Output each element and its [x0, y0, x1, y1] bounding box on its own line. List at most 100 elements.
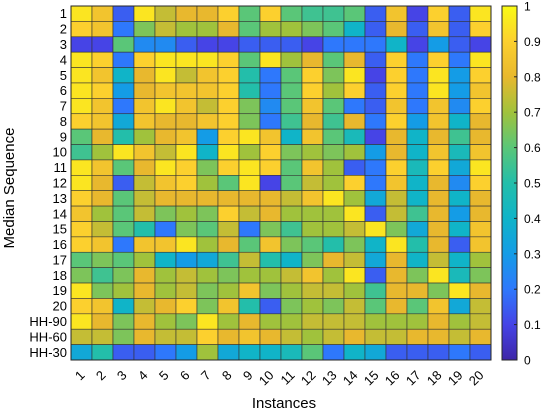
heatmap-cell: [469, 282, 492, 299]
x-tick-label: 13: [319, 368, 340, 389]
heatmap-cell: [91, 221, 114, 238]
y-tick-label: 18: [53, 268, 67, 283]
heatmap-cell: [469, 221, 492, 238]
heatmap-cell: [469, 21, 492, 38]
heatmap-cell: [448, 344, 471, 361]
heatmap-cell: [112, 175, 135, 191]
heatmap-cell: [280, 282, 303, 299]
y-tick-label: 9: [60, 129, 67, 144]
heatmap-cell: [364, 144, 387, 161]
heatmap-cell: [406, 344, 429, 361]
heatmap-cell: [112, 36, 135, 53]
heatmap-cell: [112, 282, 135, 299]
heatmap-cell: [385, 175, 408, 191]
heatmap-cell: [259, 221, 282, 238]
heatmap-cell: [196, 236, 219, 253]
heatmap-cell: [280, 36, 303, 53]
y-tick-label: 6: [60, 83, 67, 98]
heatmap-cell: [91, 267, 114, 284]
heatmap-cell: [133, 159, 156, 176]
heatmap-cell: [196, 190, 219, 207]
y-tick-label: 5: [60, 68, 67, 83]
heatmap-cell: [364, 298, 387, 315]
heatmap-cell: [385, 190, 408, 207]
heatmap-cell: [280, 205, 303, 222]
heatmap-cell: [343, 344, 366, 361]
heatmap-cell: [322, 113, 345, 130]
heatmap-cell: [448, 21, 471, 38]
heatmap-cell: [364, 21, 387, 38]
heatmap-cell: [469, 175, 492, 191]
heatmap-cell: [154, 205, 177, 222]
heatmap-cell: [322, 205, 345, 222]
heatmap-cell: [112, 98, 135, 115]
heatmap-cell: [280, 113, 303, 130]
heatmap-cell: [259, 236, 282, 253]
heatmap-cell: [70, 328, 93, 345]
y-tick-label: 3: [60, 37, 67, 52]
heatmap-cell: [70, 175, 93, 191]
heatmap-cell: [301, 98, 324, 115]
heatmap-cell: [70, 5, 93, 22]
heatmap-cell: [238, 67, 261, 84]
x-tick-label: 10: [256, 368, 277, 389]
heatmap-cell: [406, 267, 429, 284]
heatmap-cell: [364, 128, 387, 145]
heatmap-cell: [469, 5, 492, 22]
heatmap-cell: [70, 128, 93, 145]
heatmap-cell: [364, 5, 387, 22]
x-tick-label: 15: [361, 368, 382, 389]
heatmap-cell: [238, 128, 261, 145]
heatmap-cell: [196, 251, 219, 268]
heatmap-cell: [217, 344, 240, 361]
heatmap-cell: [280, 67, 303, 84]
heatmap-cell: [385, 344, 408, 361]
colorbar-tick-label: 1: [524, 0, 531, 14]
heatmap-cell: [70, 205, 93, 222]
heatmap-cell: [154, 36, 177, 53]
heatmap-cell: [133, 67, 156, 84]
x-tick-label: 6: [177, 368, 193, 384]
heatmap-cell: [385, 313, 408, 330]
heatmap-cell: [322, 282, 345, 299]
heatmap-cell: [427, 221, 450, 238]
heatmap-cell: [364, 267, 387, 284]
heatmap-cell: [343, 175, 366, 191]
heatmap-cell: [154, 144, 177, 161]
heatmap-cell: [175, 205, 198, 222]
heatmap-cell: [322, 328, 345, 345]
heatmap-cell: [112, 5, 135, 22]
heatmap-cell: [217, 128, 240, 145]
heatmap-cell: [154, 313, 177, 330]
heatmap-cell: [91, 313, 114, 330]
heatmap-cell: [385, 36, 408, 53]
heatmap-cell: [112, 128, 135, 145]
heatmap-cell: [364, 175, 387, 191]
heatmap-cell: [217, 282, 240, 299]
heatmap-cell: [343, 251, 366, 268]
heatmap-cell: [385, 236, 408, 253]
plot-frame: [70, 5, 492, 361]
heatmap-cell: [427, 36, 450, 53]
heatmap-cell: [259, 282, 282, 299]
heatmap-cell: [406, 282, 429, 299]
heatmap-cell: [301, 205, 324, 222]
x-tick-label: 18: [424, 368, 445, 389]
heatmap-cell: [280, 5, 303, 22]
heatmap-cell: [238, 159, 261, 176]
heatmap-cell: [385, 328, 408, 345]
heatmap-cell: [322, 36, 345, 53]
heatmap-cell: [322, 175, 345, 191]
heatmap-cell: [469, 67, 492, 84]
heatmap-cell: [406, 175, 429, 191]
heatmap-cell: [238, 144, 261, 161]
heatmap-cell: [259, 113, 282, 130]
heatmap-cell: [406, 313, 429, 330]
heatmap-cell: [259, 344, 282, 361]
heatmap-cell: [406, 128, 429, 145]
heatmap-cell: [322, 159, 345, 176]
heatmap-cell: [175, 328, 198, 345]
heatmap-cell: [427, 205, 450, 222]
heatmap-cell: [175, 67, 198, 84]
heatmap-cell: [154, 190, 177, 207]
